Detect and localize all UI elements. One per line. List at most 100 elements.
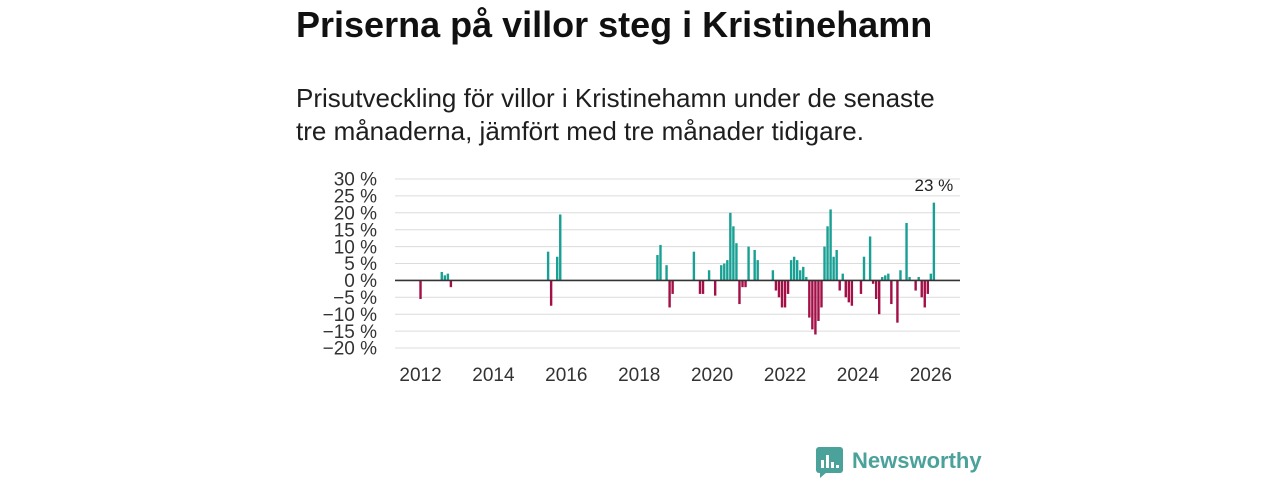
- bar-2024-08: [878, 280, 881, 315]
- x-tick-label: 2022: [764, 365, 806, 386]
- bar-2021-10: [774, 280, 778, 291]
- y-tick-label: 15 %: [334, 220, 377, 241]
- bar-2024-09: [881, 277, 884, 281]
- bar-2021-01: [747, 246, 750, 281]
- bar-2022-12: [817, 280, 820, 321]
- bar-2012-08: [440, 271, 443, 281]
- bar-2025-03: [899, 270, 902, 281]
- bar-2024-12: [890, 280, 893, 305]
- bar-2021-03: [753, 249, 756, 281]
- bar-2024-02: [859, 280, 863, 294]
- bar-2023-06: [835, 249, 838, 281]
- x-tick-label: 2014: [472, 365, 515, 386]
- bar-2019-12: [707, 270, 711, 281]
- bar-2015-07: [546, 251, 550, 281]
- bar-2023-08: [841, 273, 844, 281]
- x-tick-label: 2020: [691, 365, 733, 386]
- y-tick-label: −5 %: [333, 288, 377, 309]
- x-tick-label: 2018: [618, 365, 660, 386]
- bar-2020-12: [744, 280, 747, 288]
- bar-2020-05: [723, 263, 726, 281]
- bar-2020-08: [732, 226, 735, 281]
- bar-2020-02: [713, 280, 717, 296]
- bar-2012-09: [443, 275, 447, 281]
- bar-2015-11: [559, 214, 562, 281]
- newsworthy-logo-icon: [816, 447, 843, 478]
- bar-2018-11: [668, 280, 671, 308]
- bar-2024-06: [871, 280, 875, 284]
- bar-2019-10: [701, 280, 705, 294]
- bar-2012-01: [419, 280, 422, 299]
- chart-subtitle: Prisutveckling för villor i Kristinehamn…: [296, 83, 935, 146]
- y-tick-label: 5 %: [344, 254, 377, 275]
- bar-2015-08: [549, 280, 553, 306]
- bar-2023-07: [838, 280, 841, 291]
- bar-2022-03: [789, 260, 793, 281]
- bar-2025-11: [923, 280, 926, 308]
- bar-2024-05: [868, 236, 872, 281]
- bar-2022-10: [811, 280, 814, 330]
- bar-2020-10: [738, 280, 741, 305]
- bar-2023-09: [844, 280, 847, 298]
- bar-2026-02: [932, 202, 936, 281]
- bar-2021-09: [771, 270, 775, 281]
- bar-2024-07: [874, 280, 878, 299]
- bar-2012-11: [449, 280, 453, 288]
- value-annotation: 23 %: [915, 176, 954, 195]
- y-tick-label: 25 %: [334, 187, 377, 208]
- bar-2021-12: [780, 280, 784, 308]
- bar-2024-11: [887, 273, 890, 281]
- bar-2025-06: [908, 277, 911, 281]
- bar-2022-06: [799, 270, 802, 281]
- bar-2022-08: [805, 277, 808, 281]
- x-tick-label: 2026: [910, 365, 952, 386]
- y-tick-label: 0 %: [344, 271, 377, 292]
- x-tick-label: 2012: [399, 365, 441, 386]
- newsworthy-logo-text: Newsworthy: [852, 448, 982, 473]
- bar-2018-07: [656, 255, 659, 281]
- price-change-chart: 30 %25 %20 %15 %10 %5 %0 %−5 %−10 %−15 %…: [323, 170, 960, 386]
- x-tick-label: 2016: [545, 365, 587, 386]
- bar-2024-03: [862, 256, 866, 281]
- bar-2020-07: [729, 212, 732, 281]
- bar-2018-08: [659, 244, 662, 281]
- bar-2022-07: [802, 266, 805, 281]
- bar-2026-01: [929, 273, 933, 281]
- bar-2020-11: [741, 280, 744, 288]
- bar-2025-12: [926, 280, 929, 294]
- bar-2012-10: [446, 273, 450, 281]
- bar-2015-10: [556, 256, 559, 281]
- bar-2023-11: [850, 280, 854, 306]
- bar-2025-09: [917, 277, 920, 281]
- bar-2020-09: [735, 243, 738, 281]
- y-tick-label: 20 %: [334, 203, 377, 224]
- bar-2018-12: [671, 280, 674, 294]
- bar-2019-07: [692, 251, 696, 281]
- x-tick-label: 2024: [837, 365, 880, 386]
- bar-2023-02: [823, 246, 826, 281]
- bar-2025-10: [920, 280, 923, 298]
- y-tick-label: 30 %: [334, 170, 377, 191]
- bar-2018-10: [665, 265, 668, 281]
- bar-2021-04: [756, 260, 759, 281]
- y-tick-label: −15 %: [323, 322, 378, 343]
- y-tick-label: −20 %: [323, 339, 378, 360]
- bar-2023-05: [832, 256, 835, 281]
- bar-2024-10: [884, 275, 887, 281]
- bar-2020-04: [720, 265, 723, 281]
- y-tick-label: −10 %: [323, 305, 378, 326]
- bar-2022-01: [783, 280, 787, 308]
- bar-2025-05: [905, 222, 908, 281]
- chart-title: Priserna på villor steg i Kristinehamn: [296, 4, 933, 45]
- bar-2022-11: [814, 280, 817, 335]
- bar-2023-01: [820, 280, 823, 308]
- bar-2020-06: [726, 260, 729, 281]
- bar-2022-09: [808, 280, 811, 318]
- bar-2025-02: [896, 280, 899, 323]
- bar-2021-11: [777, 280, 781, 298]
- bar-2023-04: [829, 209, 832, 281]
- bar-2025-08: [914, 280, 917, 291]
- y-tick-label: 10 %: [334, 237, 377, 258]
- bar-2023-03: [826, 226, 829, 281]
